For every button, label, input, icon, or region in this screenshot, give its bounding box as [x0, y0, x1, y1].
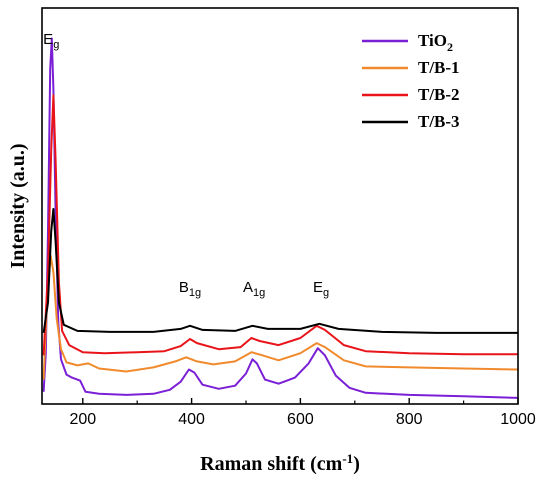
peak-label: A1g — [243, 279, 265, 299]
series-line-1 — [42, 37, 519, 399]
legend-label: T/B-2 — [418, 85, 460, 104]
peak-label: B1g — [179, 279, 201, 299]
y-axis-title: Intensity (a.u.) — [7, 143, 29, 268]
x-axis-title-sup: -1 — [342, 451, 353, 466]
x-tick-label: 200 — [69, 411, 96, 428]
peak-label: Eg — [313, 279, 329, 299]
x-axis-title-close: ) — [353, 453, 360, 475]
x-tick-label: 600 — [287, 411, 314, 428]
legend-label: T/B-3 — [418, 112, 460, 131]
x-tick-label: 400 — [178, 411, 205, 428]
legend-label: T/B-1 — [418, 58, 460, 77]
series-line-3 — [42, 94, 518, 356]
series-line-2 — [42, 254, 519, 380]
x-axis-title: Raman shift (cm-1) — [200, 451, 360, 475]
series-layer — [42, 37, 519, 399]
plot-frame — [41, 7, 519, 405]
peak-label-layer: Eg B1g A1g Eg — [43, 31, 329, 299]
x-axis-title-main: Raman shift (cm — [200, 453, 343, 475]
x-tick-label: 800 — [396, 411, 423, 428]
tick-layer: 200 400 600 800 1000 — [69, 398, 536, 428]
legend: TiO2 T/B-1 T/B-2 T/B-3 — [362, 31, 460, 131]
series-line-4 — [42, 208, 518, 334]
peak-label: Eg — [43, 31, 59, 51]
x-tick-label: 1000 — [500, 411, 536, 428]
legend-label: TiO2 — [418, 31, 453, 54]
